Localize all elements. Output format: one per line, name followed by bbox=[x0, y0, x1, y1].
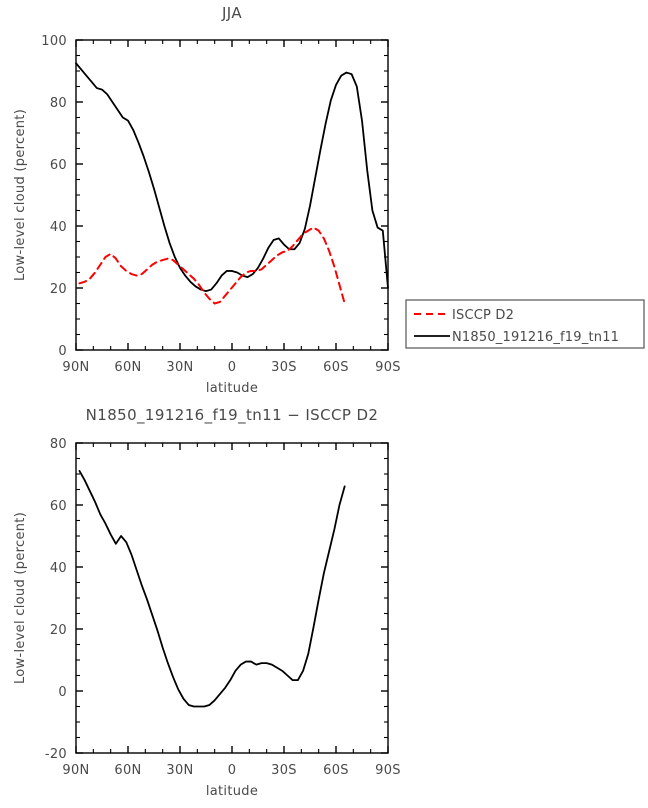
xtick-label: 30N bbox=[166, 763, 193, 778]
xtick-label: 0 bbox=[228, 763, 237, 778]
xtick-label: 30S bbox=[271, 360, 297, 375]
ytick-label: 20 bbox=[50, 282, 67, 297]
series-line-isccp-d2 bbox=[78, 226, 346, 305]
y-axis-label-top-panel: Low-level cloud (percent) bbox=[13, 109, 28, 281]
xtick-label: 90S bbox=[375, 763, 401, 778]
plot-frame-bottom-panel bbox=[75, 442, 389, 754]
ytick-label: 100 bbox=[41, 34, 67, 49]
ytick-label: 40 bbox=[50, 220, 67, 235]
chart-title-bottom-panel: N1850_191216_f19_tn11 − ISCCP D2 bbox=[86, 406, 379, 425]
xtick-label: 90S bbox=[375, 360, 401, 375]
ytick-label: 40 bbox=[50, 561, 67, 576]
ytick-label: -20 bbox=[45, 747, 67, 762]
x-axis-label-bottom-panel: latitude bbox=[206, 784, 258, 799]
legend-label-1: N1850_191216_f19_tn11 bbox=[452, 330, 619, 345]
xtick-label: 60N bbox=[114, 360, 141, 375]
x-axis-label-top-panel: latitude bbox=[206, 381, 258, 396]
xtick-label: 90N bbox=[62, 763, 89, 778]
chart-title-top-panel: JJA bbox=[221, 4, 242, 22]
ytick-label: 20 bbox=[50, 623, 67, 638]
ytick-label: 80 bbox=[50, 96, 67, 111]
xtick-label: 30N bbox=[166, 360, 193, 375]
ytick-label: 60 bbox=[50, 499, 67, 514]
xtick-label: 30S bbox=[271, 763, 297, 778]
series-line-n1850-191216-f19-tn11 bbox=[75, 62, 389, 292]
xtick-label: 90N bbox=[62, 360, 89, 375]
chart-panel-top-panel: JJA 90N 60N 30N 0 30S 60S 90S 0 20 40 60 80 100 latitu… bbox=[13, 4, 401, 396]
xtick-label: 60S bbox=[323, 360, 349, 375]
xtick-label: 60S bbox=[323, 763, 349, 778]
legend: ISCCP D2 N1850_191216_f19_tn11 bbox=[405, 299, 645, 349]
ytick-label: 80 bbox=[50, 437, 67, 452]
ytick-label: 0 bbox=[58, 344, 67, 359]
legend-label-0: ISCCP D2 bbox=[452, 308, 514, 323]
xtick-label: 60N bbox=[114, 763, 141, 778]
series-line-n1850-191216-f19-tn11-isccp-d2 bbox=[78, 470, 346, 708]
xtick-label: 0 bbox=[228, 360, 237, 375]
plot-frame-top-panel bbox=[75, 39, 389, 351]
y-axis-label-bottom-panel: Low-level cloud (percent) bbox=[13, 512, 28, 684]
ytick-label: 60 bbox=[50, 158, 67, 173]
ytick-label: 0 bbox=[58, 685, 67, 700]
legend-box bbox=[405, 299, 645, 349]
chart-panel-bottom-panel: N1850_191216_f19_tn11 − ISCCP D2 90N 60N 30… bbox=[13, 406, 401, 799]
